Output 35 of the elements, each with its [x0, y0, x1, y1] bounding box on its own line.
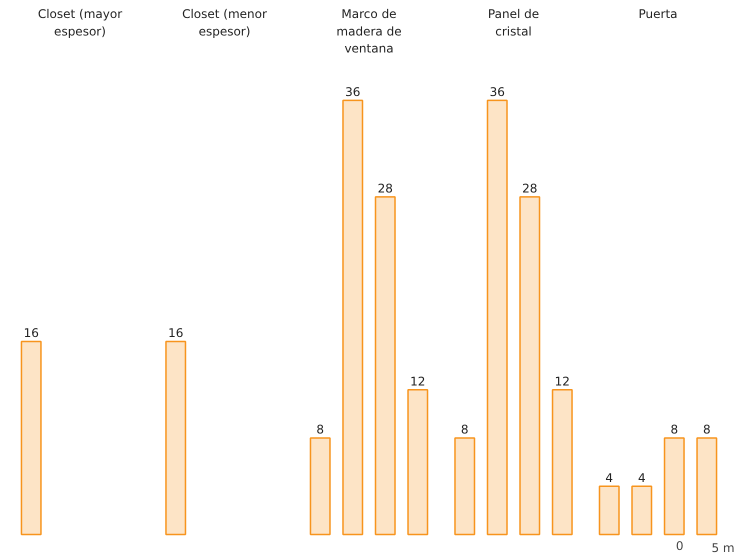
data-label: 8 [316, 422, 324, 437]
bar [552, 389, 573, 536]
data-label: 8 [702, 422, 711, 437]
data-label: 16 [168, 326, 184, 340]
bar [20, 340, 42, 536]
bar [310, 437, 331, 536]
data-label: 16 [24, 326, 39, 340]
data-label: 36 [490, 85, 505, 100]
x-tick-label: Closet (mayor espesor) [38, 7, 122, 38]
data-label: 28 [378, 181, 393, 196]
bar [454, 437, 476, 536]
text: 5 m [711, 540, 735, 555]
data-label: 12 [410, 374, 426, 388]
data-label: 4 [605, 470, 614, 485]
bar [342, 100, 364, 536]
data-label: 8 [460, 422, 469, 437]
bar [631, 485, 652, 536]
bar [374, 196, 396, 536]
bar [696, 437, 718, 536]
data-label: 8 [670, 422, 678, 437]
data-label: 36 [345, 85, 360, 100]
bar [598, 485, 620, 536]
bar [486, 100, 508, 536]
bar [519, 196, 540, 536]
x-tick-label: Marco de madera de ventana [336, 7, 402, 56]
text: 0 [676, 538, 684, 553]
x-tick-label: Closet (menor espesor) [182, 7, 267, 38]
data-label: 12 [554, 374, 570, 388]
data-label: 28 [522, 181, 538, 196]
bar [407, 389, 428, 536]
bar [664, 437, 685, 536]
bar [165, 340, 186, 536]
x-tick-label: Puerta [638, 7, 678, 22]
x-tick-label: Panel de cristal [488, 7, 540, 38]
data-label: 4 [638, 470, 646, 485]
